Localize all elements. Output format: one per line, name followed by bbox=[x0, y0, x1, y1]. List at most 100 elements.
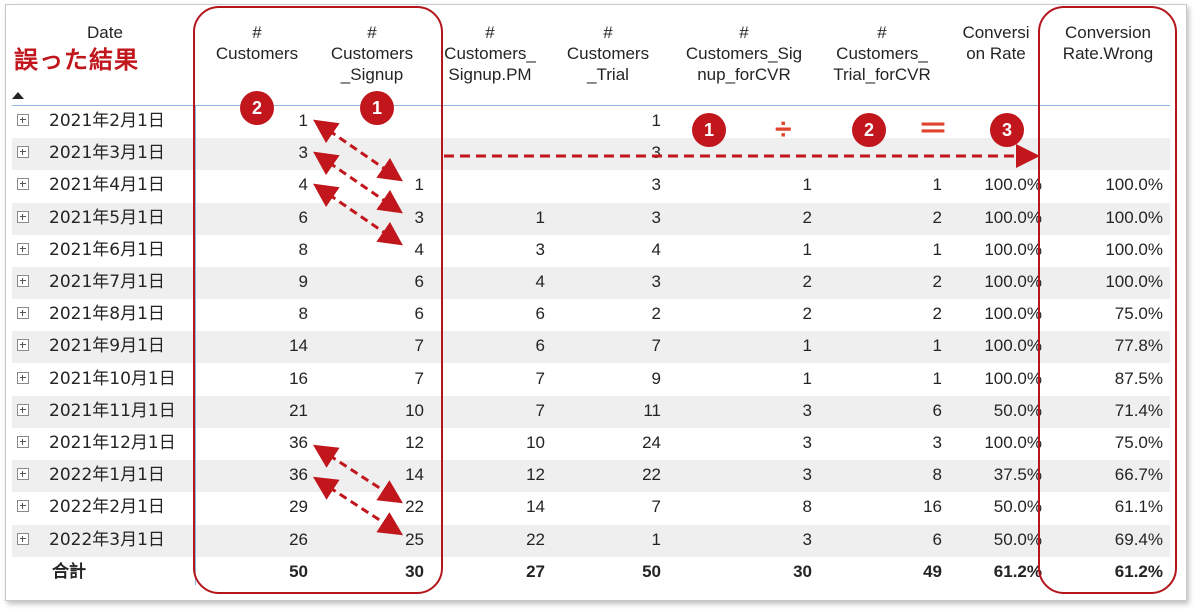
customers-cell: 50 bbox=[289, 562, 308, 581]
header-customers-signup[interactable]: # Customers _Signup bbox=[330, 23, 414, 84]
date-cell: 2022年3月1日 bbox=[49, 529, 165, 550]
customers-cell: 4 bbox=[298, 175, 308, 195]
expand-row-icon[interactable] bbox=[17, 403, 29, 416]
expand-row-icon[interactable] bbox=[17, 468, 29, 481]
table-row: 2021年9月1日 14 7 6 7 1 1 100.0% 77.8% bbox=[12, 331, 1170, 364]
trial-cell: 7 bbox=[651, 497, 661, 517]
trial-cell: 22 bbox=[642, 465, 661, 485]
signup-cell: 4 bbox=[414, 239, 424, 259]
signup-pm-cell: 10 bbox=[526, 433, 545, 452]
sort-ascending-icon[interactable] bbox=[12, 92, 24, 99]
signup-cvr-cell: 30 bbox=[793, 562, 812, 581]
conv-wrong-cell: 100.0% bbox=[1105, 175, 1163, 195]
trial-cell: 3 bbox=[651, 175, 661, 195]
expand-row-icon[interactable] bbox=[17, 242, 29, 255]
conv-wrong-cell: 100.0% bbox=[1105, 272, 1163, 291]
signup-cell: 6 bbox=[414, 304, 424, 324]
signup-cell: 6 bbox=[414, 272, 424, 291]
badge-signup: 1 bbox=[360, 91, 394, 125]
expand-row-icon[interactable] bbox=[17, 178, 29, 191]
arrow-shift-2 bbox=[313, 151, 403, 214]
header-conversion-rate[interactable]: Conversi on Rate bbox=[962, 23, 1030, 63]
header-divider bbox=[12, 105, 1170, 106]
customers-cell: 16 bbox=[289, 368, 308, 388]
table-row: 2021年8月1日 8 6 6 2 2 2 100.0% 75.0% bbox=[12, 299, 1170, 331]
customers-cell: 26 bbox=[289, 529, 308, 549]
conv-cell: 50.0% bbox=[993, 529, 1042, 549]
trial-cell: 1 bbox=[651, 111, 661, 130]
table-row: 2021年12月1日 36 12 10 24 3 3 100.0% 75.0% bbox=[12, 428, 1170, 460]
signup-cell: 12 bbox=[405, 433, 424, 452]
trial-cvr-cell: 16 bbox=[923, 497, 942, 517]
trial-cvr-cell: 1 bbox=[932, 368, 942, 388]
conv-wrong-cell: 69.4% bbox=[1114, 529, 1163, 549]
conv-cell: 37.5% bbox=[993, 465, 1042, 485]
signup-cell: 10 bbox=[405, 400, 424, 420]
trial-cvr-cell: 2 bbox=[932, 304, 942, 324]
header-customers-signup-pm[interactable]: # Customers_ Signup.PM bbox=[444, 23, 536, 84]
customers-cell: 29 bbox=[289, 497, 308, 517]
signup-cell: 7 bbox=[414, 368, 424, 388]
expand-row-icon[interactable] bbox=[17, 371, 29, 384]
conv-cell: 100.0% bbox=[984, 336, 1042, 356]
trial-cvr-cell: 1 bbox=[932, 336, 942, 356]
expand-row-icon[interactable] bbox=[17, 500, 29, 513]
signup-cell: 7 bbox=[414, 336, 424, 356]
expand-row-icon[interactable] bbox=[17, 532, 29, 545]
header-date[interactable]: Date bbox=[87, 23, 123, 42]
trial-cvr-cell: 1 bbox=[932, 239, 942, 259]
expand-row-icon[interactable] bbox=[17, 275, 29, 287]
customers-cell: 21 bbox=[289, 400, 308, 420]
arrow-shift-5 bbox=[312, 476, 404, 536]
signup-pm-cell: 6 bbox=[535, 304, 545, 324]
table-row: 2021年3月1日 3 3 bbox=[12, 138, 1170, 171]
expand-row-icon[interactable] bbox=[17, 114, 29, 126]
signup-cvr-cell: 1 bbox=[802, 239, 812, 259]
signup-cell: 3 bbox=[414, 207, 424, 227]
signup-pm-cell: 1 bbox=[535, 207, 545, 227]
total-row: 合計 50 30 27 50 30 49 61.2% 61.2% bbox=[12, 557, 1170, 589]
conv-cell: 100.0% bbox=[984, 433, 1042, 452]
conv-cell: 100.0% bbox=[984, 207, 1042, 227]
table-row: 2022年2月1日 29 22 14 7 8 16 50.0% 61.1% bbox=[12, 492, 1170, 524]
date-cell: 2021年4月1日 bbox=[49, 175, 165, 196]
conv-cell: 100.0% bbox=[984, 304, 1042, 324]
arrow-shift-3 bbox=[313, 183, 403, 246]
header-customers-signup-forcvr[interactable]: # Customers_Sig nup_forCVR bbox=[685, 23, 803, 84]
trial-cell: 3 bbox=[651, 207, 661, 227]
expand-row-icon[interactable] bbox=[17, 307, 29, 320]
expand-row-icon[interactable] bbox=[17, 436, 29, 448]
annotation-title: 誤った結果 bbox=[14, 46, 139, 74]
conv-cell: 50.0% bbox=[993, 400, 1042, 420]
expand-row-icon[interactable] bbox=[17, 339, 29, 352]
table-row: 2021年2月1日 1 1 bbox=[12, 106, 1170, 138]
conv-wrong-cell: 71.4% bbox=[1114, 400, 1163, 420]
expand-row-icon[interactable] bbox=[17, 146, 29, 159]
date-cell: 2022年1月1日 bbox=[49, 465, 165, 486]
date-cell: 2021年3月1日 bbox=[49, 143, 165, 164]
expand-row-icon[interactable] bbox=[17, 210, 29, 223]
header-customers-trial-forcvr[interactable]: # Customers_ Trial_forCVR bbox=[833, 23, 931, 84]
trial-cell: 1 bbox=[651, 529, 661, 549]
date-cell: 2021年10月1日 bbox=[49, 368, 176, 389]
signup-pm-cell: 27 bbox=[526, 562, 545, 581]
trial-cell: 9 bbox=[651, 368, 661, 388]
divide-operator: ÷ bbox=[775, 113, 792, 146]
signup-cvr-cell: 3 bbox=[802, 400, 812, 420]
date-cell: 2021年11月1日 bbox=[49, 400, 176, 421]
header-customers[interactable]: # Customers bbox=[215, 23, 299, 63]
table-row: 2022年3月1日 26 25 22 1 3 6 50.0% 69.4% bbox=[12, 524, 1170, 557]
header-customers-trial[interactable]: # Customers _Trial bbox=[566, 23, 650, 84]
customers-cell: 6 bbox=[298, 207, 308, 227]
trial-cvr-cell: 3 bbox=[932, 433, 942, 452]
row-header-divider bbox=[195, 106, 196, 585]
signup-cvr-cell: 2 bbox=[802, 272, 812, 291]
date-cell: 2021年9月1日 bbox=[49, 336, 165, 357]
header-conversion-rate-wrong[interactable]: Conversion Rate.Wrong bbox=[1062, 23, 1154, 63]
table-row: 2022年1月1日 36 14 12 22 3 8 37.5% 66.7% bbox=[12, 460, 1170, 493]
trial-cell: 7 bbox=[651, 336, 661, 356]
signup-cvr-cell: 2 bbox=[802, 304, 812, 324]
table-frame bbox=[5, 4, 1187, 601]
signup-cell: 1 bbox=[414, 175, 424, 195]
